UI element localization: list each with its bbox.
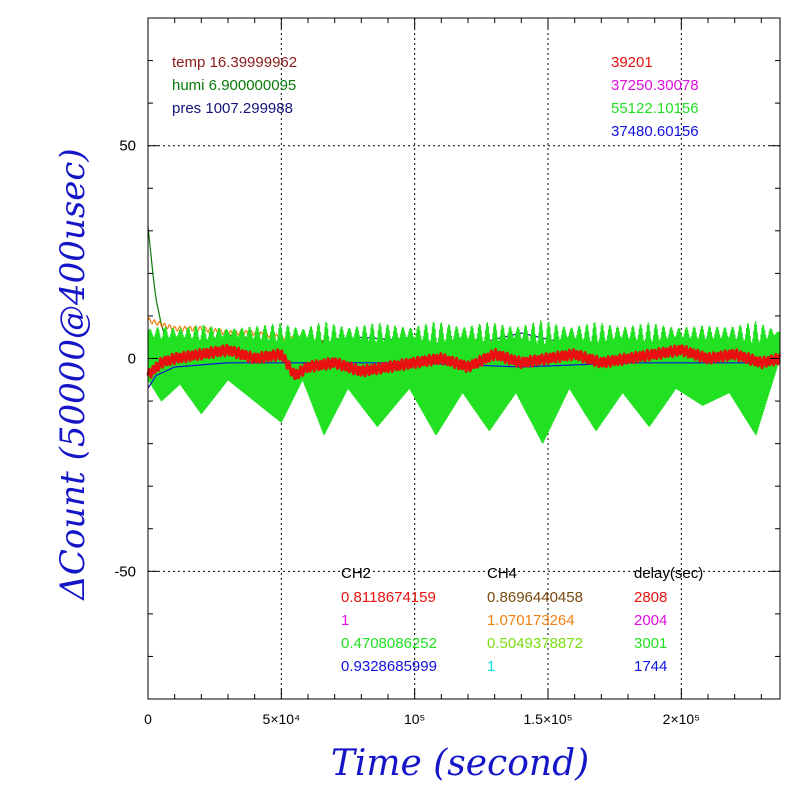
- table-cell-ch4: 1: [487, 658, 495, 675]
- x-tick-label: 1.5×10⁵: [523, 711, 572, 727]
- y-tick-label: -50: [114, 563, 136, 580]
- table-cell-ch2: 1: [341, 612, 349, 629]
- table-cell-delay: 1744: [634, 658, 667, 675]
- table-cell-ch2: 0.4708086252: [341, 635, 437, 652]
- table-cell-ch4: 0.5049378872: [487, 635, 583, 652]
- series-line: [147, 320, 781, 444]
- environment-label: pres 1007.299988: [172, 100, 293, 117]
- environment-label: humi 6.900000095: [172, 77, 296, 94]
- x-tick-label: 5×10⁴: [263, 711, 301, 727]
- table-cell-ch2: 0.9328685999: [341, 658, 437, 675]
- channel-value: 55122.10156: [611, 100, 699, 117]
- x-tick-label: 10⁵: [404, 711, 425, 727]
- y-tick-label: 50: [119, 138, 136, 155]
- table-cell-delay: 2808: [634, 589, 667, 606]
- environment-label: temp 16.39999962: [172, 54, 297, 71]
- table-header: delay(sec): [634, 565, 703, 582]
- x-tick-label: 2×10⁵: [663, 711, 700, 727]
- channel-value: 37480.60156: [611, 123, 699, 140]
- y-axis-title: ΔCount (50000@400usec): [53, 148, 93, 601]
- table-cell-delay: 3001: [634, 635, 667, 652]
- table-header: CH2: [341, 565, 371, 582]
- series-line: [146, 343, 782, 380]
- x-axis-title: Time (second): [331, 743, 589, 784]
- table-header: CH4: [487, 565, 517, 582]
- table-cell-delay: 2004: [634, 612, 667, 629]
- table-cell-ch4: 1.070173264: [487, 612, 575, 629]
- table-cell-ch2: 0.8118674159: [341, 589, 436, 606]
- y-tick-label: 0: [128, 351, 136, 368]
- x-tick-label: 0: [144, 711, 152, 727]
- channel-value: 39201: [611, 54, 653, 71]
- channel-value: 37250.30078: [611, 77, 699, 94]
- table-cell-ch4: 0.8696440458: [487, 589, 583, 606]
